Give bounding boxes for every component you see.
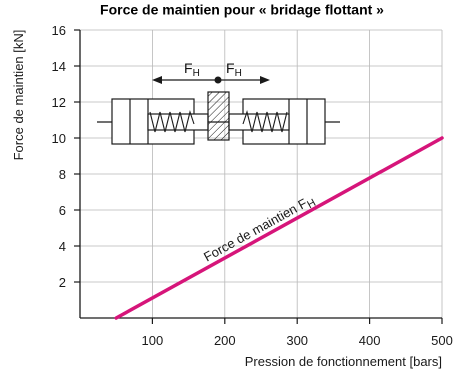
x-tick-label: 200	[214, 333, 236, 348]
y-tick-label: 10	[52, 131, 66, 146]
y-tick-label: 4	[59, 239, 66, 254]
force-arrow-origin-dot	[214, 76, 222, 84]
y-tick-label: 2	[59, 275, 66, 290]
force-arrow-right-head	[260, 76, 270, 84]
grid	[80, 29, 443, 318]
x-axis-title: Pression de fonctionnement [bars]	[245, 354, 442, 369]
y-tick-label: 12	[52, 95, 66, 110]
y-axis-title: Force de maintien [kN]	[11, 30, 26, 161]
right-spring	[242, 110, 288, 133]
floating-clamp-diagram: FH FH	[97, 60, 340, 145]
y-tick-label: 6	[59, 203, 66, 218]
x-tick-label: 400	[359, 333, 381, 348]
force-label-right: FH	[226, 60, 242, 79]
y-tick-label: 8	[59, 167, 66, 182]
x-tick-label: 300	[286, 333, 308, 348]
left-spring	[149, 110, 195, 133]
series: Force de maintien FH	[114, 136, 444, 320]
x-tick-label: 500	[431, 333, 453, 348]
chart-title: Force de maintien pour « bridage flottan…	[100, 1, 384, 17]
ticks: 2 4 6 8 10 12 14 16 100 200 300 400 500	[52, 23, 453, 348]
x-tick-label: 100	[142, 333, 164, 348]
force-arrow-left-head	[152, 76, 162, 84]
y-tick-label: 14	[52, 59, 66, 74]
series-line-force	[114, 136, 444, 320]
force-label-left: FH	[184, 60, 200, 79]
y-tick-label: 16	[52, 23, 66, 38]
series-label: Force de maintien FH	[201, 192, 318, 268]
workpiece-hatched	[207, 91, 230, 141]
